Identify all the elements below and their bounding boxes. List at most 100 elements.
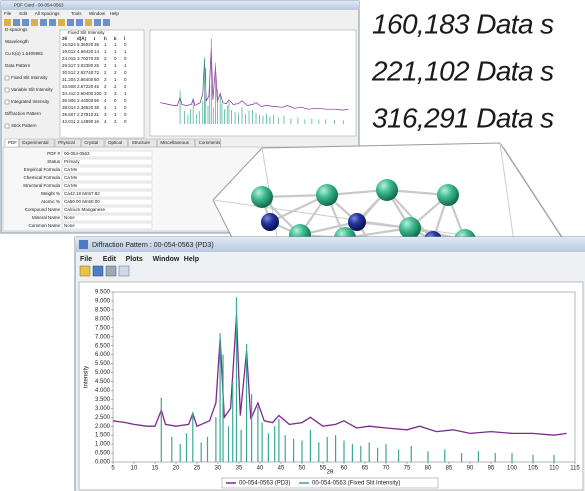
x-tick-label: 20: [173, 466, 180, 472]
plot-panel: [79, 282, 583, 490]
tab-label: Comments: [199, 140, 222, 145]
table-cell: 66: [94, 98, 100, 103]
menu-item[interactable]: Tools: [71, 11, 82, 16]
checkbox[interactable]: [5, 124, 9, 128]
table-cell: 24.015: [62, 56, 76, 61]
table-cell: 100: [94, 91, 102, 96]
menu-item[interactable]: Window: [153, 256, 180, 263]
print-icon[interactable]: [106, 266, 116, 276]
toolbar-button[interactable]: [31, 19, 38, 26]
menu-item[interactable]: Plots: [126, 256, 143, 263]
toolbar-button[interactable]: [58, 19, 65, 26]
y-tick-label: 9.500: [95, 290, 111, 296]
table-header: h: [104, 36, 107, 41]
toolbar-button[interactable]: [13, 19, 20, 26]
field-value: Ca Mn: [64, 183, 78, 188]
promo-line: 316,291 Data s: [372, 102, 554, 133]
checkbox[interactable]: [5, 76, 9, 80]
menu-item[interactable]: Edit: [103, 256, 117, 263]
menu-item[interactable]: File: [80, 256, 92, 263]
field-value: Primary: [64, 159, 80, 164]
tab-label: Miscellaneous: [160, 140, 189, 145]
y-tick-label: 5.500: [95, 361, 111, 367]
toolbar-button[interactable]: [49, 19, 56, 26]
panel-label: Variable Slit Intensity: [11, 87, 53, 92]
promo-text: 160,183 Data s221,102 Data s316,291 Data…: [371, 8, 554, 133]
table-cell: 16.524: [62, 42, 76, 47]
checkbox[interactable]: [5, 88, 9, 92]
open-icon[interactable]: [80, 266, 90, 276]
menu-item[interactable]: Edit: [19, 11, 28, 16]
x-tick-label: 25: [194, 466, 201, 472]
y-tick-label: 3.500: [95, 397, 111, 403]
table-cell: 2.67220: [77, 84, 94, 89]
field-box: [62, 223, 152, 229]
x-tick-label: 15: [152, 466, 159, 472]
y-tick-label: 4.500: [95, 379, 111, 385]
x-tick-label: 85: [446, 466, 453, 472]
y-tick-label: 2.000: [95, 424, 111, 430]
checkbox[interactable]: [5, 100, 9, 104]
table-cell: 3.70270: [77, 56, 94, 61]
y-tick-label: 1.500: [95, 433, 111, 439]
toolbar-button[interactable]: [85, 19, 92, 26]
toolbar-button[interactable]: [40, 19, 47, 26]
toolbar-button[interactable]: [4, 19, 11, 26]
menu-item[interactable]: All Spacings: [35, 11, 61, 16]
toolbar-button[interactable]: [76, 19, 83, 26]
toolbar-button[interactable]: [67, 19, 74, 26]
y-tick-label: 6.500: [95, 343, 111, 349]
atom-green: [316, 184, 338, 206]
field-label: Compound Name: [25, 207, 61, 212]
legend-label: 00-054-0563 (PD3): [239, 481, 290, 487]
field-label: Chemical Formula: [23, 175, 60, 180]
panel-label: Wavelength: [5, 39, 29, 44]
x-tick-label: 95: [488, 466, 495, 472]
x-tick-label: 60: [341, 466, 348, 472]
save-icon[interactable]: [93, 266, 103, 276]
legend-label: 00-054-0563 (Fixed Slit Intensity): [312, 481, 400, 487]
field-value: None: [64, 223, 75, 228]
table-cell: 2.60400: [77, 91, 94, 96]
field-value: Ca50.00 Mn50.00: [64, 199, 100, 204]
table-header: d(Å): [77, 35, 86, 41]
table-cell: 36: [94, 42, 100, 47]
menu-item[interactable]: Help: [110, 11, 120, 16]
table-cell: 2.92740: [77, 70, 94, 75]
field-value: None: [64, 215, 75, 220]
table-cell: 28: [94, 56, 100, 61]
table-cell: 14: [94, 49, 100, 54]
panel-label: Diffraction Pattern: [5, 111, 41, 116]
y-axis-label: Intensity: [84, 366, 90, 388]
toolbar-button[interactable]: [22, 19, 29, 26]
atom-green: [251, 186, 273, 208]
menu-item[interactable]: File: [4, 11, 12, 16]
toolbar-button[interactable]: [103, 19, 110, 26]
toolbar-button[interactable]: [94, 19, 101, 26]
table-cell: 45: [94, 84, 100, 89]
y-tick-label: 1.000: [95, 442, 111, 448]
field-label: Weight %: [41, 191, 60, 196]
table-cell: 5.36020: [77, 42, 94, 47]
tab-label: Physical: [58, 140, 75, 145]
table-cell: 38.014: [62, 105, 76, 110]
x-tick-label: 65: [362, 466, 369, 472]
copy-icon[interactable]: [119, 266, 129, 276]
promo-line: 221,102 Data s: [371, 55, 554, 86]
menu-item[interactable]: Window: [89, 11, 106, 16]
table-cell: 2.27910: [77, 112, 94, 117]
field-label: Empirical Formula: [24, 167, 61, 172]
table-cell: 31: [94, 112, 100, 117]
field-value: 00-054-0563: [64, 151, 90, 156]
table-cell: 36.806: [62, 98, 76, 103]
field-label: Structural Formula: [23, 183, 61, 188]
table-cell: 19.012: [62, 49, 76, 54]
pattern-window: Diffraction Pattern : 00-054-0563 (PD3) …: [75, 237, 585, 491]
atom-green: [437, 184, 459, 206]
tab-label: Structure: [132, 140, 151, 145]
window-title: Diffraction Pattern : 00-054-0563 (PD3): [92, 242, 214, 249]
menu-item[interactable]: Help: [184, 256, 199, 263]
x-tick-label: 10: [131, 466, 138, 472]
table-cell: 25: [94, 63, 100, 68]
x-tick-label: 70: [383, 466, 390, 472]
